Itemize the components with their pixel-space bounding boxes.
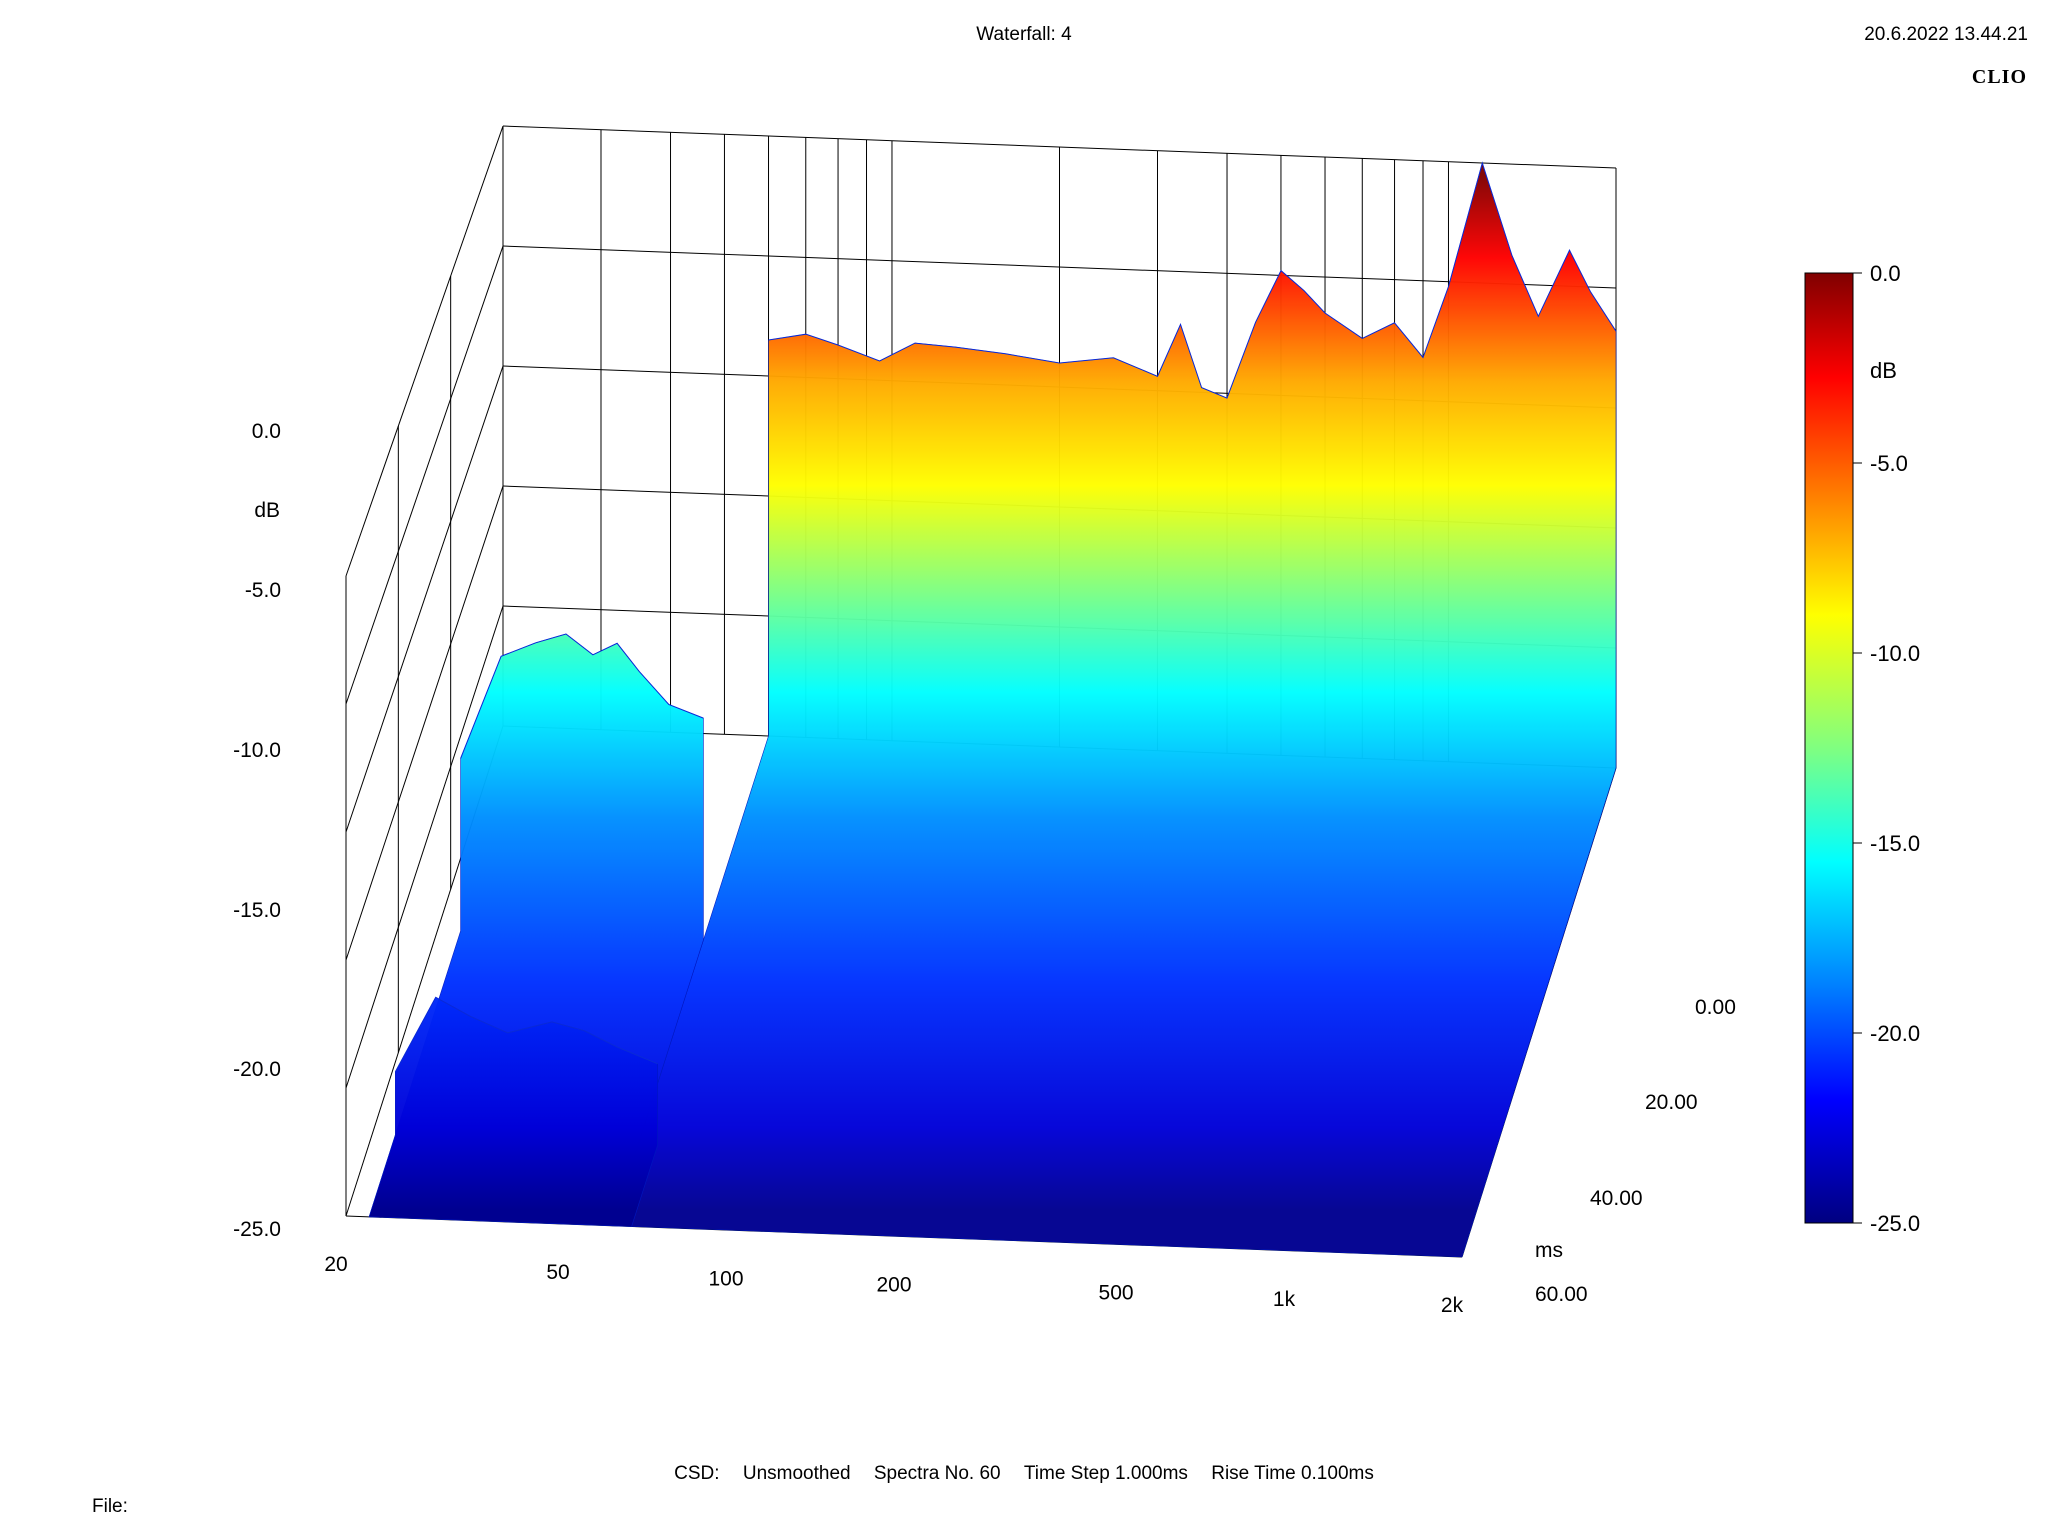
x-tick-label: 50 [546, 1261, 569, 1284]
x-tick-label: 100 [709, 1267, 744, 1290]
y-axis-unit-label: ms [1535, 1239, 1563, 1262]
y-tick-label: 20.00 [1645, 1091, 1698, 1114]
chart-title: Waterfall: 4 [976, 24, 1072, 45]
y-tick-label: 60.00 [1535, 1283, 1588, 1306]
spectrum-ridge-0ms [768, 161, 1617, 399]
colorbar-gradient [1804, 272, 1854, 1224]
colorbar-unit-label: dB [1870, 358, 1897, 383]
spectrum-slice-0ms [611, 161, 1617, 1258]
colorbar-tick-label: -10.0 [1870, 641, 1920, 666]
spectrum-ridge-50ms [394, 996, 658, 1073]
left-wall-level-line [345, 245, 504, 705]
z-tick-label: -5.0 [245, 579, 281, 602]
z-tick-label: -15.0 [233, 899, 281, 922]
axis-labels: 0.0 -5.0 -10.0 -15.0 -20.0 -25.0 dB 20 50 100 200 5… [233, 420, 1736, 1317]
colorbar-tick-label: -15.0 [1870, 831, 1920, 856]
x-tick-label: 500 [1099, 1282, 1134, 1305]
footer-time-step: Time Step 1.000ms [1023, 1463, 1188, 1484]
y-tick-label: 0.00 [1695, 996, 1736, 1019]
left-wall-level-line [345, 365, 504, 833]
x-tick-label: 20 [324, 1253, 347, 1276]
colorbar-tick-label: -25.0 [1870, 1211, 1920, 1236]
x-tick-label: 200 [876, 1274, 911, 1297]
footer-rise-time: Rise Time 0.100ms [1211, 1463, 1374, 1484]
measurement-info: CSD: Unsmoothed Spectra No. 60 Time Step… [0, 1463, 2048, 1485]
file-label: File: [92, 1496, 128, 1517]
colorbar-tick-label: -20.0 [1870, 1021, 1920, 1046]
colorbar-tick-label: -5.0 [1870, 451, 1908, 476]
x-tick-label: 2k [1441, 1294, 1464, 1317]
footer-smoothing: Unsmoothed [742, 1463, 851, 1484]
brand-logo: CLIO [1971, 66, 2027, 88]
z-axis-unit-label: dB [254, 499, 280, 522]
waterfall-surface [368, 161, 1617, 1258]
z-tick-label: -10.0 [233, 739, 281, 762]
z-tick-label: -25.0 [233, 1218, 281, 1241]
colorbar-tick-label: 0.0 [1870, 261, 1901, 286]
z-tick-label: -20.0 [233, 1058, 281, 1081]
spectrum-ridge-25ms [460, 633, 704, 759]
timestamp: 20.6.2022 13.44.21 [1864, 24, 2028, 45]
left-wall-level-line [345, 485, 504, 961]
x-tick-label: 1k [1273, 1288, 1296, 1311]
left-wall-level-line [345, 605, 504, 1089]
color-scale-bar: 0.0 -5.0 -10.0 -15.0 -20.0 -25.0 dB [1804, 261, 1920, 1236]
y-tick-label: 40.00 [1590, 1187, 1643, 1210]
footer-spectra: Spectra No. 60 [873, 1463, 1001, 1484]
z-tick-label: 0.0 [252, 420, 281, 443]
left-wall-level-line [345, 125, 504, 577]
footer-csd: CSD: [674, 1463, 720, 1484]
